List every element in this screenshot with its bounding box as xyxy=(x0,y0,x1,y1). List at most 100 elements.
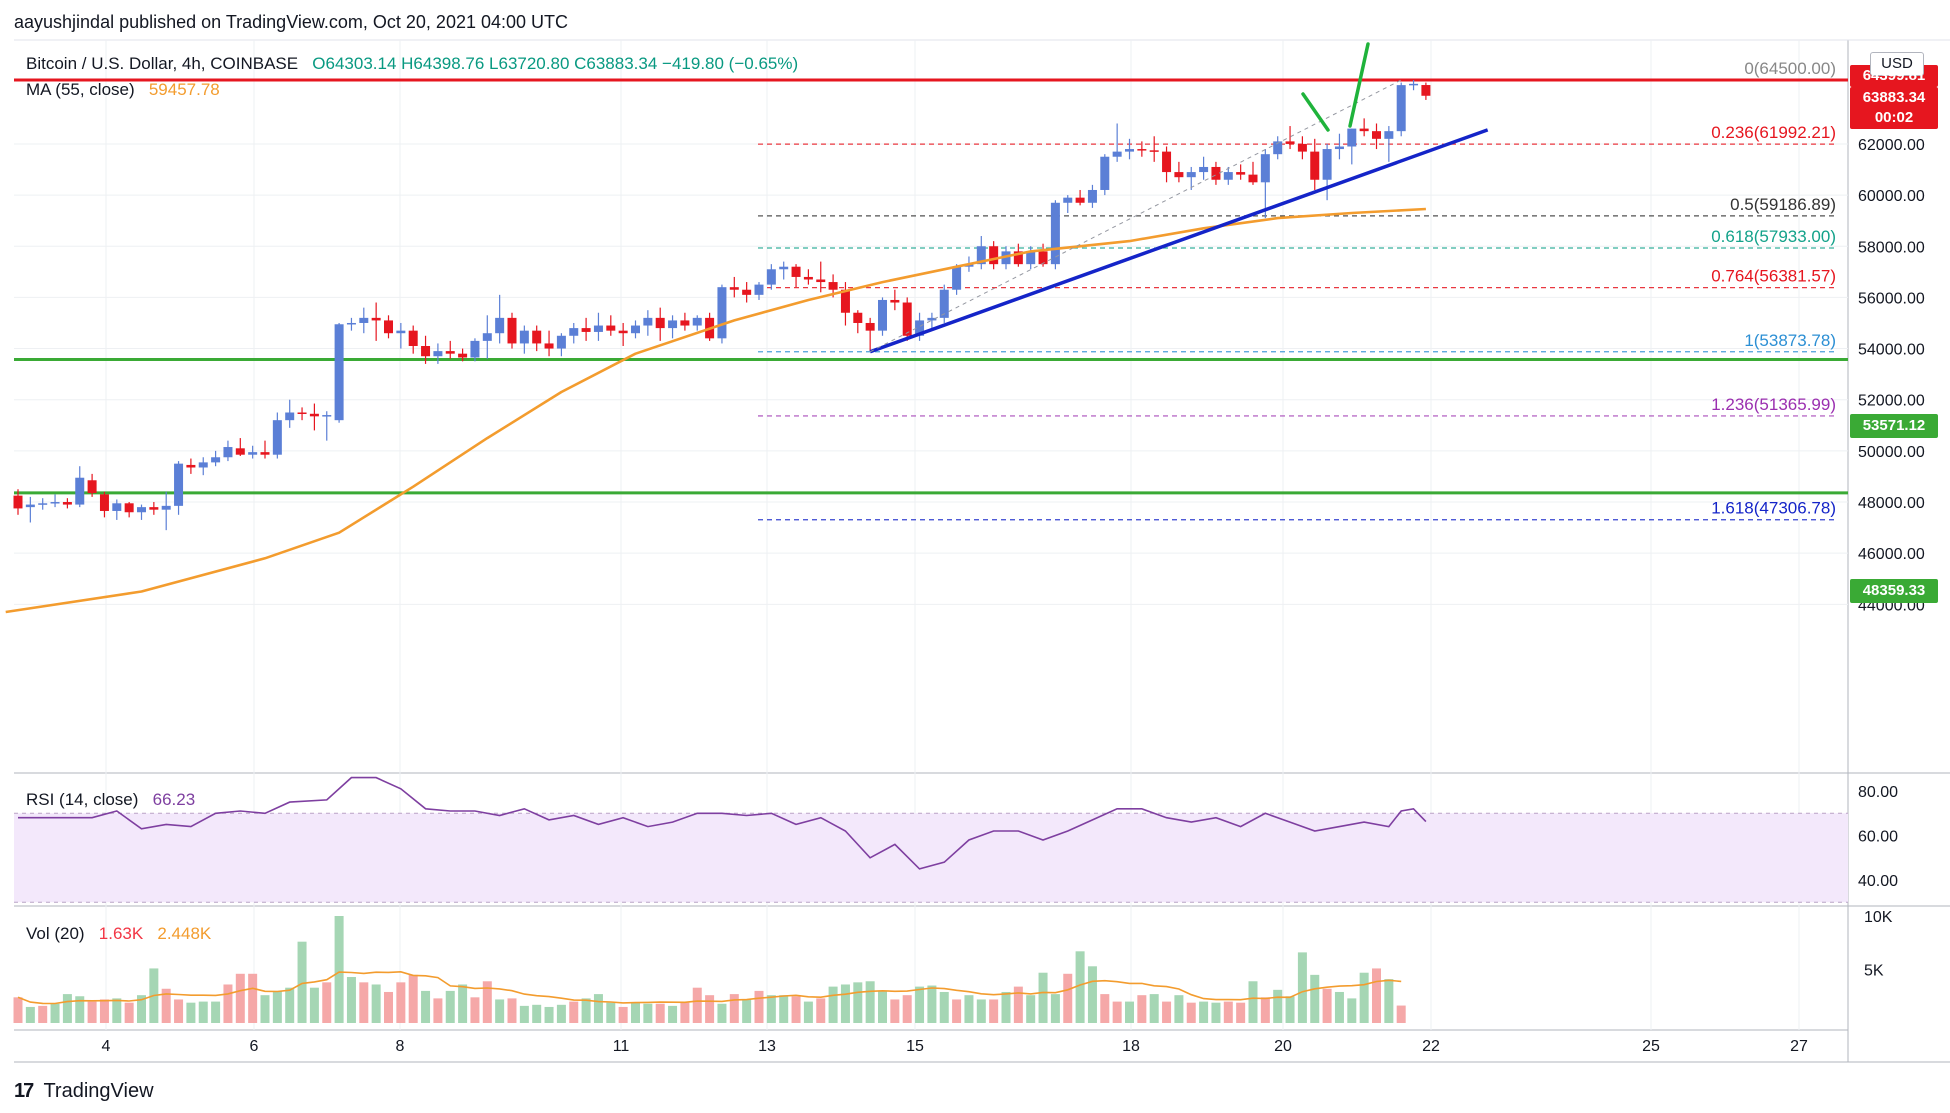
candle-body xyxy=(791,266,801,277)
candle-body xyxy=(470,340,480,358)
candle-body xyxy=(1137,149,1147,151)
volume-bar xyxy=(865,981,875,1023)
volume-bar xyxy=(1026,995,1036,1023)
volume-bar xyxy=(1038,972,1048,1023)
volume-bar xyxy=(25,1006,35,1023)
rsi-line xyxy=(18,776,1427,870)
price-tick-label: 56000.00 xyxy=(1858,290,1925,307)
candle-body xyxy=(717,287,727,339)
time-tick-label: 11 xyxy=(613,1038,630,1055)
volume-bar xyxy=(766,995,776,1023)
volume-bar xyxy=(235,973,245,1023)
volume-bar xyxy=(840,984,850,1023)
volume-bar xyxy=(668,1005,678,1023)
price-tag-support-2: 48359.33 xyxy=(1862,582,1926,599)
price-tick-label: 54000.00 xyxy=(1858,342,1925,359)
candle-body xyxy=(1322,149,1332,180)
candle-body xyxy=(334,324,344,421)
price-tag-support-1: 53571.12 xyxy=(1862,417,1926,434)
candle-body xyxy=(890,299,900,303)
rsi-legend[interactable]: RSI (14, close) 66.23 xyxy=(26,790,195,810)
candle-body xyxy=(99,494,109,511)
volume-bar xyxy=(1273,989,1283,1023)
volume-bars xyxy=(13,916,1406,1023)
price-tag-support-1-bg xyxy=(1850,414,1938,438)
volume-bar xyxy=(1384,979,1394,1023)
time-tick-label: 18 xyxy=(1122,1038,1140,1055)
candle-body xyxy=(1359,128,1369,132)
candle-body xyxy=(1236,172,1246,175)
symbol-ohlc: O64303.14 H64398.76 L63720.80 C63883.34 … xyxy=(312,54,799,73)
candle-body xyxy=(1372,131,1381,139)
volume-bar xyxy=(1322,988,1332,1023)
candle-body xyxy=(272,420,282,455)
volume-bar xyxy=(680,1002,690,1023)
candle-body xyxy=(952,266,962,290)
volume-bar xyxy=(927,985,937,1023)
tradingview-logo-icon: 17 xyxy=(14,1080,34,1102)
volume-bar xyxy=(223,984,233,1023)
candle-body xyxy=(1199,166,1209,173)
tradingview-brand[interactable]: 17 TradingView xyxy=(14,1080,154,1103)
price-tag-support-2-bg xyxy=(1850,579,1938,603)
time-tick-label: 6 xyxy=(250,1038,259,1055)
candle-body xyxy=(25,504,35,508)
candle-body xyxy=(50,502,60,504)
volume-bar xyxy=(1372,968,1381,1023)
price-tick-label: 62000.00 xyxy=(1858,137,1925,154)
candle-body xyxy=(371,317,381,321)
vol-label: Vol (20) xyxy=(26,924,85,943)
candle-body xyxy=(211,457,221,463)
candle-body xyxy=(1223,172,1233,180)
candle-body xyxy=(1149,150,1159,152)
volume-legend[interactable]: Vol (20) 1.63K 2.448K xyxy=(26,924,211,944)
volume-bar xyxy=(75,996,85,1023)
volume-bar xyxy=(1211,1002,1221,1023)
candle-body xyxy=(1100,156,1110,190)
rally-arrow xyxy=(1348,42,1370,128)
candle-body xyxy=(692,317,702,326)
volume-bar xyxy=(161,988,171,1023)
candle-body xyxy=(680,320,690,326)
rsi-label: RSI (14, close) xyxy=(26,790,139,809)
volume-tick-label: 10K xyxy=(1864,909,1893,926)
candle-body xyxy=(1038,251,1048,265)
volume-bar xyxy=(1223,1001,1233,1023)
candle-body xyxy=(75,477,85,505)
candle-body xyxy=(1347,128,1357,147)
candles xyxy=(13,80,1431,531)
time-tick-label: 22 xyxy=(1422,1038,1440,1055)
candle-body xyxy=(285,412,295,421)
candle-body xyxy=(1125,149,1134,152)
ma-legend[interactable]: MA (55, close) 59457.78 xyxy=(26,80,220,100)
volume-bar xyxy=(519,1005,529,1023)
moving-average xyxy=(5,207,1426,614)
time-tick-label: 15 xyxy=(906,1038,924,1055)
volume-bar xyxy=(62,994,72,1023)
candle-body xyxy=(631,325,640,334)
candle-body xyxy=(779,266,789,270)
volume-bar xyxy=(1149,994,1159,1023)
time-tick-label: 27 xyxy=(1790,1038,1808,1055)
volume-bar xyxy=(1396,1005,1406,1023)
candle-body xyxy=(1013,251,1023,265)
currency-button[interactable]: USD xyxy=(1870,52,1924,76)
candle-body xyxy=(1260,154,1270,183)
candle-body xyxy=(878,299,887,331)
volume-bar xyxy=(1347,998,1357,1023)
fib-level-label: 1(53873.78) xyxy=(1744,331,1836,350)
volume-bar xyxy=(791,996,801,1023)
volume-bar xyxy=(1001,991,1011,1023)
volume-bar xyxy=(38,1005,48,1023)
candle-body xyxy=(495,317,505,334)
volume-bar xyxy=(976,999,986,1023)
volume-bar xyxy=(1334,991,1344,1023)
candle-body xyxy=(87,480,97,494)
volume-bar xyxy=(384,991,393,1023)
volume-bar xyxy=(334,916,344,1023)
candle-body xyxy=(186,464,196,468)
volume-bar xyxy=(692,987,702,1023)
symbol-legend[interactable]: Bitcoin / U.S. Dollar, 4h, COINBASE O643… xyxy=(26,54,798,74)
volume-bar xyxy=(507,998,517,1023)
